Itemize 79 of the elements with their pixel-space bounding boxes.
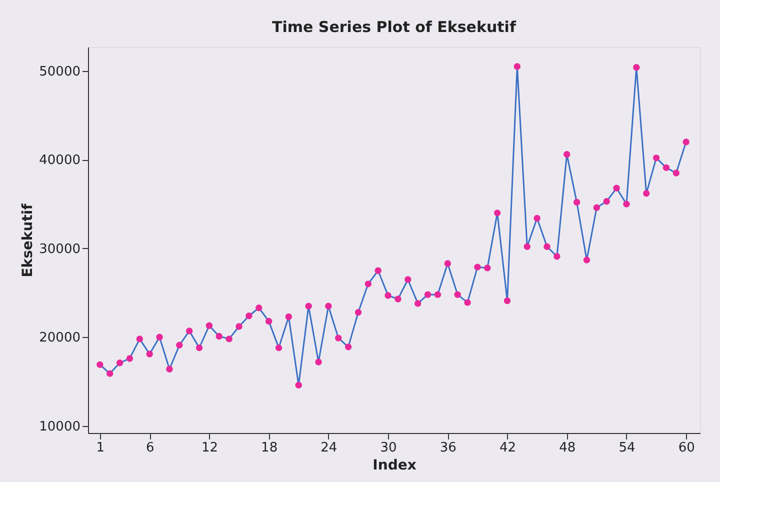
point xyxy=(196,344,203,352)
y-tick-label: 10000 xyxy=(39,419,80,434)
point xyxy=(96,361,104,368)
point xyxy=(484,264,491,272)
point xyxy=(504,297,511,304)
point xyxy=(682,138,690,146)
point xyxy=(285,313,292,320)
point xyxy=(136,336,144,342)
point xyxy=(156,334,163,341)
point xyxy=(583,256,590,264)
point xyxy=(524,243,530,250)
point xyxy=(593,204,600,211)
point xyxy=(256,304,262,312)
point xyxy=(494,210,501,216)
point xyxy=(652,154,660,162)
x-tick-label: 48 xyxy=(559,440,576,456)
point xyxy=(414,300,422,307)
point xyxy=(642,190,650,197)
point xyxy=(236,323,242,330)
point xyxy=(554,253,560,260)
x-tick-label: 1 xyxy=(96,440,105,456)
point xyxy=(514,63,521,70)
point xyxy=(534,214,540,222)
point xyxy=(186,328,193,334)
point xyxy=(623,200,630,208)
chart-title: Time Series Plot of Eksekutif xyxy=(272,18,516,36)
point xyxy=(265,318,272,325)
point xyxy=(564,151,570,158)
point xyxy=(444,260,452,267)
point xyxy=(315,358,322,366)
point xyxy=(146,350,153,358)
point xyxy=(434,291,442,298)
point xyxy=(424,291,432,298)
point xyxy=(603,198,610,205)
point xyxy=(206,322,213,329)
point xyxy=(633,64,640,71)
point xyxy=(246,312,252,320)
y-tick-label: 20000 xyxy=(39,330,80,346)
point xyxy=(374,267,382,274)
y-tick-label: 30000 xyxy=(39,242,80,257)
x-tick-label: 6 xyxy=(146,440,154,456)
x-tick-label: 18 xyxy=(261,440,278,456)
x-tick-label: 30 xyxy=(380,440,397,456)
point xyxy=(573,198,580,206)
x-tick-label: 42 xyxy=(499,440,516,456)
y-tick-label: 40000 xyxy=(39,153,80,168)
point xyxy=(454,291,461,298)
y-tick-label: 50000 xyxy=(39,64,80,80)
point xyxy=(394,296,402,302)
point xyxy=(325,302,332,310)
point xyxy=(275,344,282,352)
point xyxy=(116,360,124,366)
x-tick-label: 24 xyxy=(320,440,338,456)
point xyxy=(354,308,362,316)
point xyxy=(364,280,372,288)
point xyxy=(305,302,312,310)
point xyxy=(106,370,114,377)
y-axis-title: Eksekutif xyxy=(20,202,36,278)
x-tick-label: 60 xyxy=(678,440,695,456)
point xyxy=(662,164,670,172)
x-tick-label: 12 xyxy=(201,440,218,456)
x-tick-label: 36 xyxy=(440,440,456,456)
point xyxy=(613,184,620,192)
point xyxy=(384,292,392,299)
point xyxy=(226,336,232,342)
x-axis-title: Index xyxy=(372,458,416,474)
point xyxy=(344,344,352,350)
x-tick-label: 54 xyxy=(618,440,636,456)
point xyxy=(474,264,481,270)
point xyxy=(464,299,471,306)
point xyxy=(176,342,183,348)
point xyxy=(295,382,302,388)
point xyxy=(166,366,173,372)
point xyxy=(335,334,342,342)
point xyxy=(672,170,680,176)
point xyxy=(126,355,134,362)
point xyxy=(216,332,222,340)
point xyxy=(404,276,412,283)
point xyxy=(544,243,550,250)
